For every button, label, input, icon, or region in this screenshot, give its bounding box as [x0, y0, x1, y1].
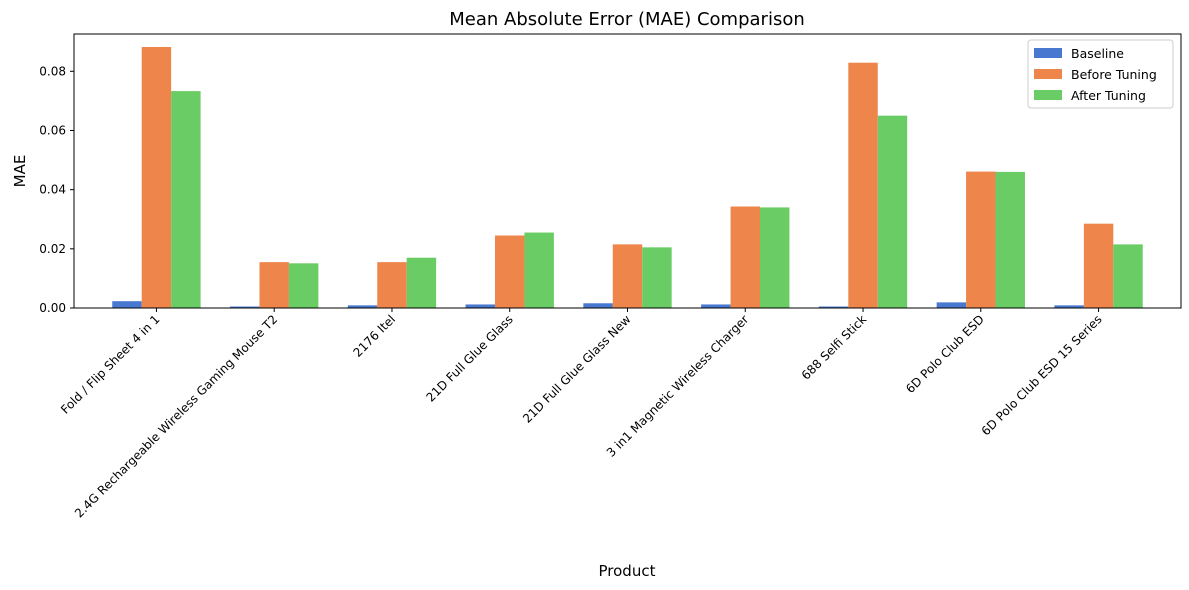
x-tick-label: Fold / Flip Sheet 4 in 1: [58, 312, 163, 417]
legend-swatch: [1034, 90, 1062, 100]
bar: [495, 235, 525, 308]
legend-label: Before Tuning: [1071, 67, 1157, 82]
y-tick-label: 0.02: [39, 242, 66, 256]
y-tick-label: 0.06: [39, 123, 66, 137]
legend-swatch: [1034, 69, 1062, 79]
bar: [465, 304, 496, 308]
legend: Baseline Before Tuning After Tuning: [1027, 39, 1174, 109]
x-tick-label: 21D Full Glue Glass: [424, 312, 516, 404]
bar: [377, 262, 407, 308]
bar: [818, 306, 849, 308]
bar: [583, 303, 613, 308]
bar: [877, 115, 908, 308]
bar: [1113, 244, 1143, 308]
x-tick-label: 2.4G Rechargeable Wireless Gaming Mouse …: [72, 312, 280, 520]
x-tick-label: 2176 Itel: [350, 312, 398, 360]
bar: [936, 302, 967, 308]
bar: [171, 91, 201, 308]
bar: [759, 207, 790, 308]
legend-label: After Tuning: [1071, 88, 1146, 103]
x-axis-label: Product: [599, 562, 656, 580]
legend-swatch: [1034, 48, 1062, 58]
legend-box: [1027, 39, 1174, 109]
bar: [288, 263, 319, 308]
bar: [966, 171, 996, 308]
plot-area: 0.00 0.02 0.04 0.06 0.08 Fold / Flip Sheet 4 …: [39, 33, 1182, 521]
bar: [612, 244, 643, 308]
bar: [1054, 305, 1084, 308]
y-tick-label: 0.04: [39, 183, 66, 197]
x-tick-label: 688 Selfi Stick: [799, 312, 869, 382]
bar: [730, 206, 760, 308]
bar: [848, 62, 878, 309]
bar: [1083, 223, 1114, 308]
bar: [230, 306, 260, 308]
x-tick-label: 3 in1 Magnetic Wireless Charger: [604, 312, 752, 460]
bar: [141, 47, 172, 309]
x-tick-label: 6D Polo Club ESD: [903, 312, 987, 396]
bar: [701, 304, 731, 308]
y-tick-label: 0.00: [39, 301, 66, 315]
legend-label: Baseline: [1071, 46, 1124, 61]
bar: [259, 262, 289, 308]
bar: [995, 171, 1025, 308]
x-tick-label: 21D Full Glue Glass New: [520, 312, 634, 426]
chart-title: Mean Absolute Error (MAE) Comparison: [449, 9, 805, 30]
y-tick-label: 0.08: [39, 64, 66, 78]
y-axis-label: MAE: [11, 155, 29, 188]
bar: [347, 305, 378, 308]
bar: [524, 232, 554, 308]
bar: [112, 301, 142, 308]
x-tick-label: 6D Polo Club ESD 15 Series: [979, 312, 1105, 438]
bar: [642, 247, 672, 308]
bar: [406, 257, 437, 308]
